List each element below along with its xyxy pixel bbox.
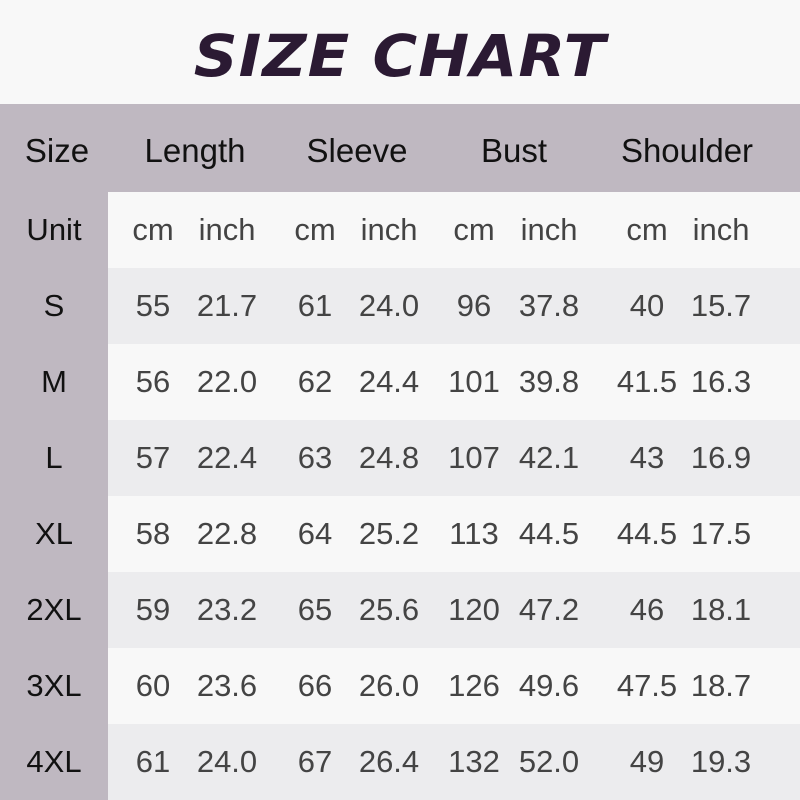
value-cell: 60	[135, 668, 171, 703]
table-row: 60 23.6 66 26.0 126 49.6 47.5 18.7	[108, 648, 800, 724]
size-label: 3XL	[26, 668, 82, 703]
value-cell: 40	[629, 288, 665, 323]
value-cell: 120	[448, 592, 500, 627]
table-row: 56 22.0 62 24.4 101 39.8 41.5 16.3	[108, 344, 800, 420]
value-cell: 16.9	[690, 440, 752, 475]
table-row: 57 22.4 63 24.8 107 42.1 43 16.9	[108, 420, 800, 496]
value-cell: 24.0	[196, 744, 258, 779]
value-cell: 126	[448, 668, 500, 703]
value-cell: 22.4	[196, 440, 258, 475]
value-cell: 62	[297, 364, 333, 399]
unit-cell: inch	[198, 212, 256, 247]
column-header: Length	[144, 132, 246, 169]
value-cell: 47.5	[616, 668, 678, 703]
value-cell: 21.7	[196, 288, 258, 323]
value-cell: 23.6	[196, 668, 258, 703]
value-cell: 43	[629, 440, 665, 475]
unit-row: cm inch cm inch cm inch cm inch	[108, 192, 800, 268]
size-label: 2XL	[26, 592, 82, 627]
value-cell: 15.7	[690, 288, 752, 323]
value-cell: 65	[297, 592, 333, 627]
value-cell: 61	[135, 744, 171, 779]
table-row: 55 21.7 61 24.0 96 37.8 40 15.7	[108, 268, 800, 344]
value-cell: 42.1	[518, 440, 580, 475]
unit-cell: inch	[360, 212, 418, 247]
unit-cell: inch	[692, 212, 750, 247]
value-cell: 18.7	[690, 668, 752, 703]
value-cell: 16.3	[690, 364, 752, 399]
unit-cell: cm	[453, 212, 495, 247]
value-cell: 19.3	[690, 744, 752, 779]
value-cell: 24.8	[358, 440, 420, 475]
column-header: Bust	[480, 132, 548, 169]
unit-cell: inch	[520, 212, 578, 247]
table-row: 59 23.2 65 25.6 120 47.2 46 18.1	[108, 572, 800, 648]
unit-label: Unit	[26, 212, 82, 247]
value-cell: 59	[135, 592, 171, 627]
value-cell: 49	[629, 744, 665, 779]
value-cell: 37.8	[518, 288, 580, 323]
value-cell: 101	[448, 364, 500, 399]
size-label: L	[45, 440, 63, 475]
column-header: Size	[24, 132, 90, 169]
size-label: XL	[35, 516, 73, 551]
page-title: SIZE CHART	[193, 22, 607, 90]
size-label: S	[43, 288, 65, 323]
value-cell: 46	[629, 592, 665, 627]
value-cell: 22.8	[196, 516, 258, 551]
size-label: 4XL	[26, 744, 82, 779]
value-cell: 67	[297, 744, 333, 779]
value-cell: 47.2	[518, 592, 580, 627]
value-cell: 66	[297, 668, 333, 703]
value-cell: 23.2	[196, 592, 258, 627]
value-cell: 17.5	[690, 516, 752, 551]
value-cell: 107	[448, 440, 500, 475]
value-cell: 24.0	[358, 288, 420, 323]
value-cell: 26.4	[358, 744, 420, 779]
column-header: Shoulder	[620, 132, 754, 169]
size-label: M	[41, 364, 67, 399]
value-cell: 55	[135, 288, 171, 323]
column-header: Sleeve	[306, 132, 408, 169]
value-cell: 44.5	[518, 516, 580, 551]
value-cell: 49.6	[518, 668, 580, 703]
value-cell: 24.4	[358, 364, 420, 399]
value-cell: 113	[449, 516, 499, 551]
unit-cell: cm	[626, 212, 668, 247]
size-column: Unit S M L XL 2XL 3XL 4XL	[0, 192, 108, 800]
value-cell: 41.5	[616, 364, 678, 399]
table-row: 58 22.8 64 25.2 113 44.5 44.5 17.5	[108, 496, 800, 572]
table-header: Size Length Sleeve Bust Shoulder	[0, 104, 800, 192]
value-cell: 132	[448, 744, 500, 779]
unit-cell: cm	[294, 212, 336, 247]
value-cell: 63	[297, 440, 333, 475]
value-cell: 52.0	[518, 744, 580, 779]
value-cell: 25.2	[358, 516, 420, 551]
value-cell: 56	[135, 364, 171, 399]
value-cell: 22.0	[196, 364, 258, 399]
value-cell: 58	[135, 516, 171, 551]
unit-cell: cm	[132, 212, 174, 247]
value-cell: 26.0	[358, 668, 420, 703]
table-row: 61 24.0 67 26.4 132 52.0 49 19.3	[108, 724, 800, 800]
value-cell: 57	[135, 440, 171, 475]
value-cell: 39.8	[518, 364, 580, 399]
value-cell: 64	[297, 516, 333, 551]
value-cell: 61	[297, 288, 333, 323]
value-cell: 44.5	[616, 516, 678, 551]
value-cell: 96	[456, 288, 492, 323]
value-cell: 25.6	[358, 592, 420, 627]
value-cell: 18.1	[690, 592, 752, 627]
